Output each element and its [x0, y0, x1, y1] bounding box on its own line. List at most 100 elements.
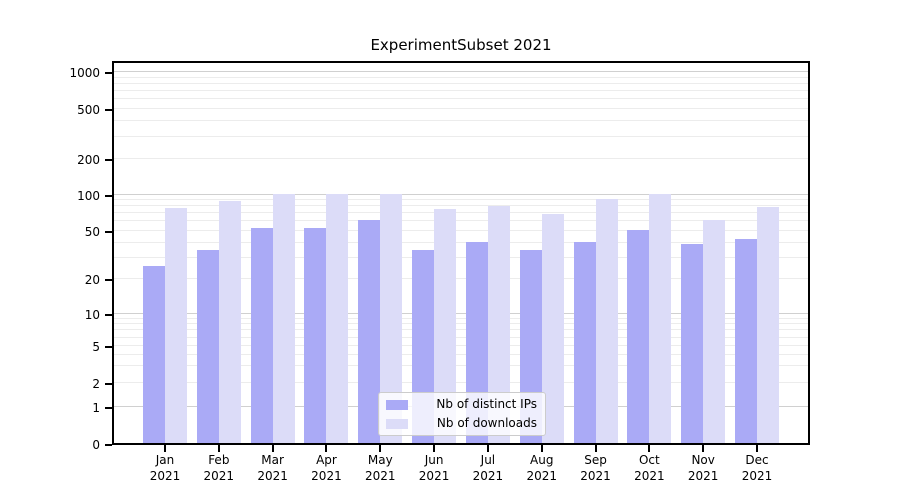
x-tick-label-jan: Jan 2021 [149, 453, 181, 483]
gridline-4 [114, 353, 808, 355]
legend: Nb of distinct IPs Nb of downloads [378, 392, 546, 436]
gridline-900 [114, 76, 808, 78]
gridline-600 [114, 98, 808, 100]
bar-distinct-ips-may-2021 [358, 219, 381, 443]
bar-downloads-oct-2021 [649, 193, 672, 443]
y-tick-label-50: 50 [84, 225, 100, 239]
gridline-2 [114, 381, 808, 383]
gridline-6 [114, 336, 808, 338]
bar-downloads-jun-2021 [434, 208, 457, 443]
x-axis-tick-dec [756, 445, 758, 452]
x-axis-tick-jan [164, 445, 166, 452]
bar-distinct-ips-jan-2021 [143, 266, 165, 443]
x-tick-label-mar: Mar 2021 [257, 453, 288, 483]
x-axis-tick-may [379, 445, 382, 452]
x-tick-label-nov: Nov 2021 [687, 453, 719, 483]
gridline-200 [114, 157, 808, 159]
y-tick-label-1000: 1000 [69, 66, 100, 80]
x-tick-label-dec: Dec 2021 [741, 453, 773, 483]
y-tick-label-500: 500 [77, 103, 100, 117]
x-axis-tick-mar [271, 445, 274, 452]
gridline-9 [114, 317, 808, 319]
y-tick-label-10: 10 [84, 308, 100, 322]
x-tick-label-jul: Jul 2021 [472, 453, 504, 483]
y-tick-label-100: 100 [77, 188, 100, 203]
x-tick-label-may: May 2021 [364, 453, 396, 483]
gridline-70 [114, 212, 808, 214]
chart-title: ExperimentSubset 2021 [370, 36, 552, 54]
bar-distinct-ips-dec-2021 [735, 239, 757, 443]
gridline-700 [114, 90, 808, 92]
gridline-1000 [114, 71, 808, 72]
x-axis-tick-feb [217, 445, 220, 452]
y-tick-label-0: 0 [92, 438, 100, 452]
gridline-50 [114, 230, 808, 231]
bar-downloads-feb-2021 [218, 200, 241, 443]
bar-downloads-sep-2021 [595, 199, 618, 443]
x-axis-tick-aug [540, 445, 543, 452]
y-axis-tick-500 [105, 109, 112, 111]
plot-area [112, 61, 810, 445]
gridline-400 [114, 120, 808, 122]
bar-downloads-jan-2021 [165, 207, 187, 443]
gridline-5 [114, 345, 808, 346]
legend-label-distinct-ips: Nb of distinct IPs [436, 397, 537, 411]
x-axis-tick-jun [433, 445, 436, 452]
x-tick-label-sep: Sep 2021 [580, 453, 611, 483]
legend-swatch-downloads [386, 418, 408, 429]
gridline-60 [114, 220, 808, 222]
gridline-20 [114, 278, 808, 279]
gridline-40 [114, 241, 808, 243]
bar-downloads-apr-2021 [326, 193, 349, 443]
gridline-300 [114, 135, 808, 137]
y-tick-label-5: 5 [92, 340, 100, 354]
y-axis-tick-2 [105, 382, 112, 385]
bar-downloads-may-2021 [380, 193, 403, 443]
bar-distinct-ips-oct-2021 [627, 230, 650, 443]
gridline-800 [114, 82, 808, 84]
y-tick-label-20: 20 [84, 273, 100, 287]
gridline-100 [114, 193, 808, 195]
y-tick-label-2: 2 [92, 376, 100, 391]
bar-distinct-ips-feb-2021 [196, 250, 219, 443]
y-axis-tick-200 [105, 158, 112, 161]
y-axis-tick-10 [105, 314, 112, 316]
bar-downloads-aug-2021 [541, 213, 564, 443]
x-tick-label-aug: Aug 2021 [526, 453, 557, 483]
bar-distinct-ips-sep-2021 [573, 241, 596, 443]
x-tick-label-oct: Oct 2021 [634, 453, 665, 483]
y-axis-tick-100 [105, 194, 112, 197]
y-axis-tick-1 [105, 406, 112, 409]
bar-distinct-ips-nov-2021 [681, 244, 704, 443]
x-tick-label-jun: Jun 2021 [418, 453, 450, 483]
x-axis-tick-jul [486, 445, 489, 452]
gridline-30 [114, 256, 808, 258]
x-axis-tick-sep [594, 445, 597, 452]
x-tick-label-apr: Apr 2021 [311, 453, 342, 483]
y-tick-label-200: 200 [77, 152, 100, 167]
legend-label-downloads: Nb of downloads [436, 416, 537, 430]
legend-item-distinct-ips: Nb of distinct IPs [386, 397, 537, 412]
gridline-7 [114, 329, 808, 331]
gridline-8 [114, 323, 808, 325]
x-axis-tick-oct [648, 445, 651, 452]
x-axis-tick-apr [325, 445, 328, 452]
bar-downloads-mar-2021 [272, 193, 295, 443]
bar-downloads-nov-2021 [703, 220, 726, 443]
legend-item-downloads: Nb of downloads [386, 416, 537, 431]
x-tick-label-feb: Feb 2021 [203, 453, 235, 483]
legend-swatch-distinct-ips [386, 399, 408, 410]
x-axis-tick-nov [702, 445, 705, 452]
gridline-80 [114, 205, 808, 207]
y-tick-label-1: 1 [92, 400, 100, 415]
y-axis-tick-0 [105, 444, 112, 446]
bar-downloads-jul-2021 [487, 205, 510, 443]
gridline-90 [114, 199, 808, 201]
y-axis-tick-50 [105, 231, 112, 233]
y-axis-tick-20 [105, 279, 112, 281]
bar-distinct-ips-mar-2021 [250, 227, 273, 443]
gridline-500 [114, 108, 808, 109]
gridline-10 [114, 313, 808, 314]
gridline-3 [114, 365, 808, 367]
